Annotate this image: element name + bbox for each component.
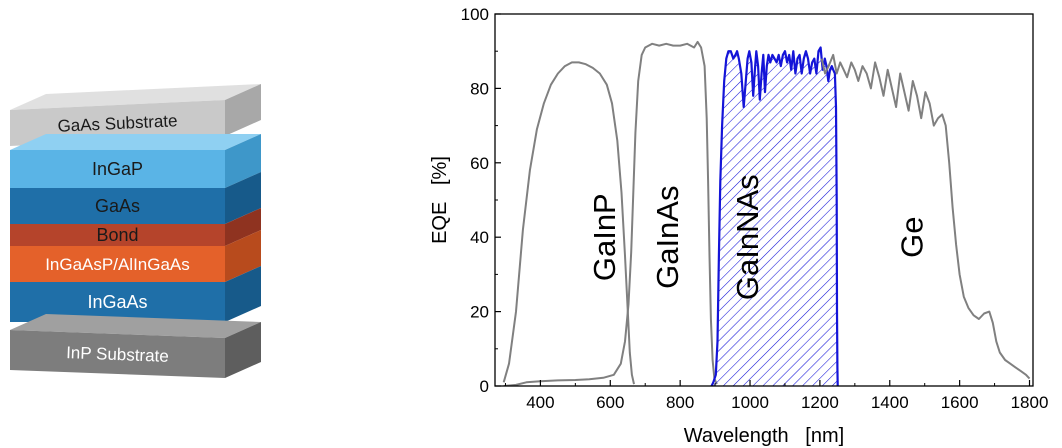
x-tick-label: 1400 <box>871 393 909 412</box>
layer-label: InGaP <box>92 159 143 179</box>
x-tick-label: 800 <box>666 393 694 412</box>
layer-label: Bond <box>96 225 138 245</box>
layer-ingaasp-alingaas: InGaAsP/AlInGaAs <box>10 230 261 282</box>
y-tick-label: 60 <box>470 154 489 173</box>
series-line-ge <box>820 53 1031 380</box>
y-tick-label: 0 <box>480 377 489 396</box>
series-line-gainp <box>502 61 635 385</box>
y-tick-label: 20 <box>470 303 489 322</box>
layer-label: GaAs <box>95 196 140 216</box>
layer-stack-diagram: GaAs SubstrateInGaPGaAsBondInGaAsP/AlInG… <box>10 84 261 378</box>
y-tick-label: 80 <box>470 79 489 98</box>
layer-bond: Bond <box>10 208 261 246</box>
x-tick-label: 1600 <box>941 393 979 412</box>
layer-inp-substrate: InP Substrate <box>10 314 261 378</box>
x-tick-label: 1000 <box>731 393 769 412</box>
series-label-gainp: GaInP <box>587 193 622 281</box>
x-axis-label: Wavelength [nm] <box>684 425 844 447</box>
series-label-ge: Ge <box>894 217 929 258</box>
y-tick-label: 40 <box>470 228 489 247</box>
series-label-gainas: GaInAs <box>650 186 685 289</box>
series-line-gainas <box>503 40 718 386</box>
x-tick-label: 400 <box>526 393 554 412</box>
layer-label: InGaAs <box>87 292 147 312</box>
x-tick-label: 1200 <box>801 393 839 412</box>
y-axis-label: EQE [%] <box>429 156 451 244</box>
series-line-gainnas <box>710 46 839 386</box>
layer-label: InP Substrate <box>66 343 169 366</box>
y-tick-label: 100 <box>461 5 489 24</box>
layer-label: InGaAsP/AlInGaAs <box>45 255 190 274</box>
layer-gaas: GaAs <box>10 172 261 224</box>
layer-ingap: InGaP <box>10 134 261 188</box>
layer-ingaas: InGaAs <box>10 266 261 322</box>
x-tick-label: 1800 <box>1011 393 1049 412</box>
x-tick-label: 600 <box>596 393 624 412</box>
series-area-gainnas <box>711 47 838 386</box>
series-label-gainnas: GaInNAs <box>730 174 765 300</box>
